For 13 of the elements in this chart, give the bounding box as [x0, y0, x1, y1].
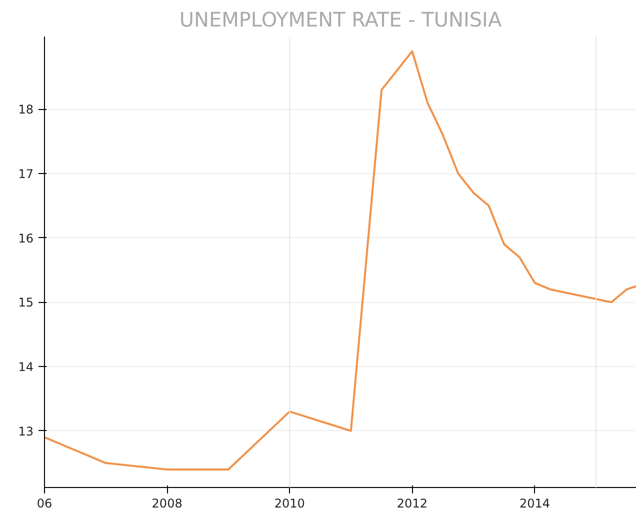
line-series: [44, 50, 636, 470]
y-tick-label: 14: [18, 360, 34, 374]
y-tick-label: 18: [18, 102, 34, 117]
x-tick-label: 2008: [152, 496, 182, 510]
y-tick-label: 15: [18, 296, 34, 310]
x-tick-label: 2014: [520, 496, 550, 510]
x-tick-label: 06: [36, 496, 52, 510]
chart-title: UNEMPLOYMENT RATE - TUNISIA: [179, 8, 502, 32]
y-tick-label: 16: [18, 231, 34, 246]
y-tick-label: 13: [18, 424, 34, 438]
x-tick-label: 2010: [274, 496, 305, 510]
y-tick-label: 17: [18, 167, 34, 182]
x-tick-label: 2012: [396, 496, 428, 510]
